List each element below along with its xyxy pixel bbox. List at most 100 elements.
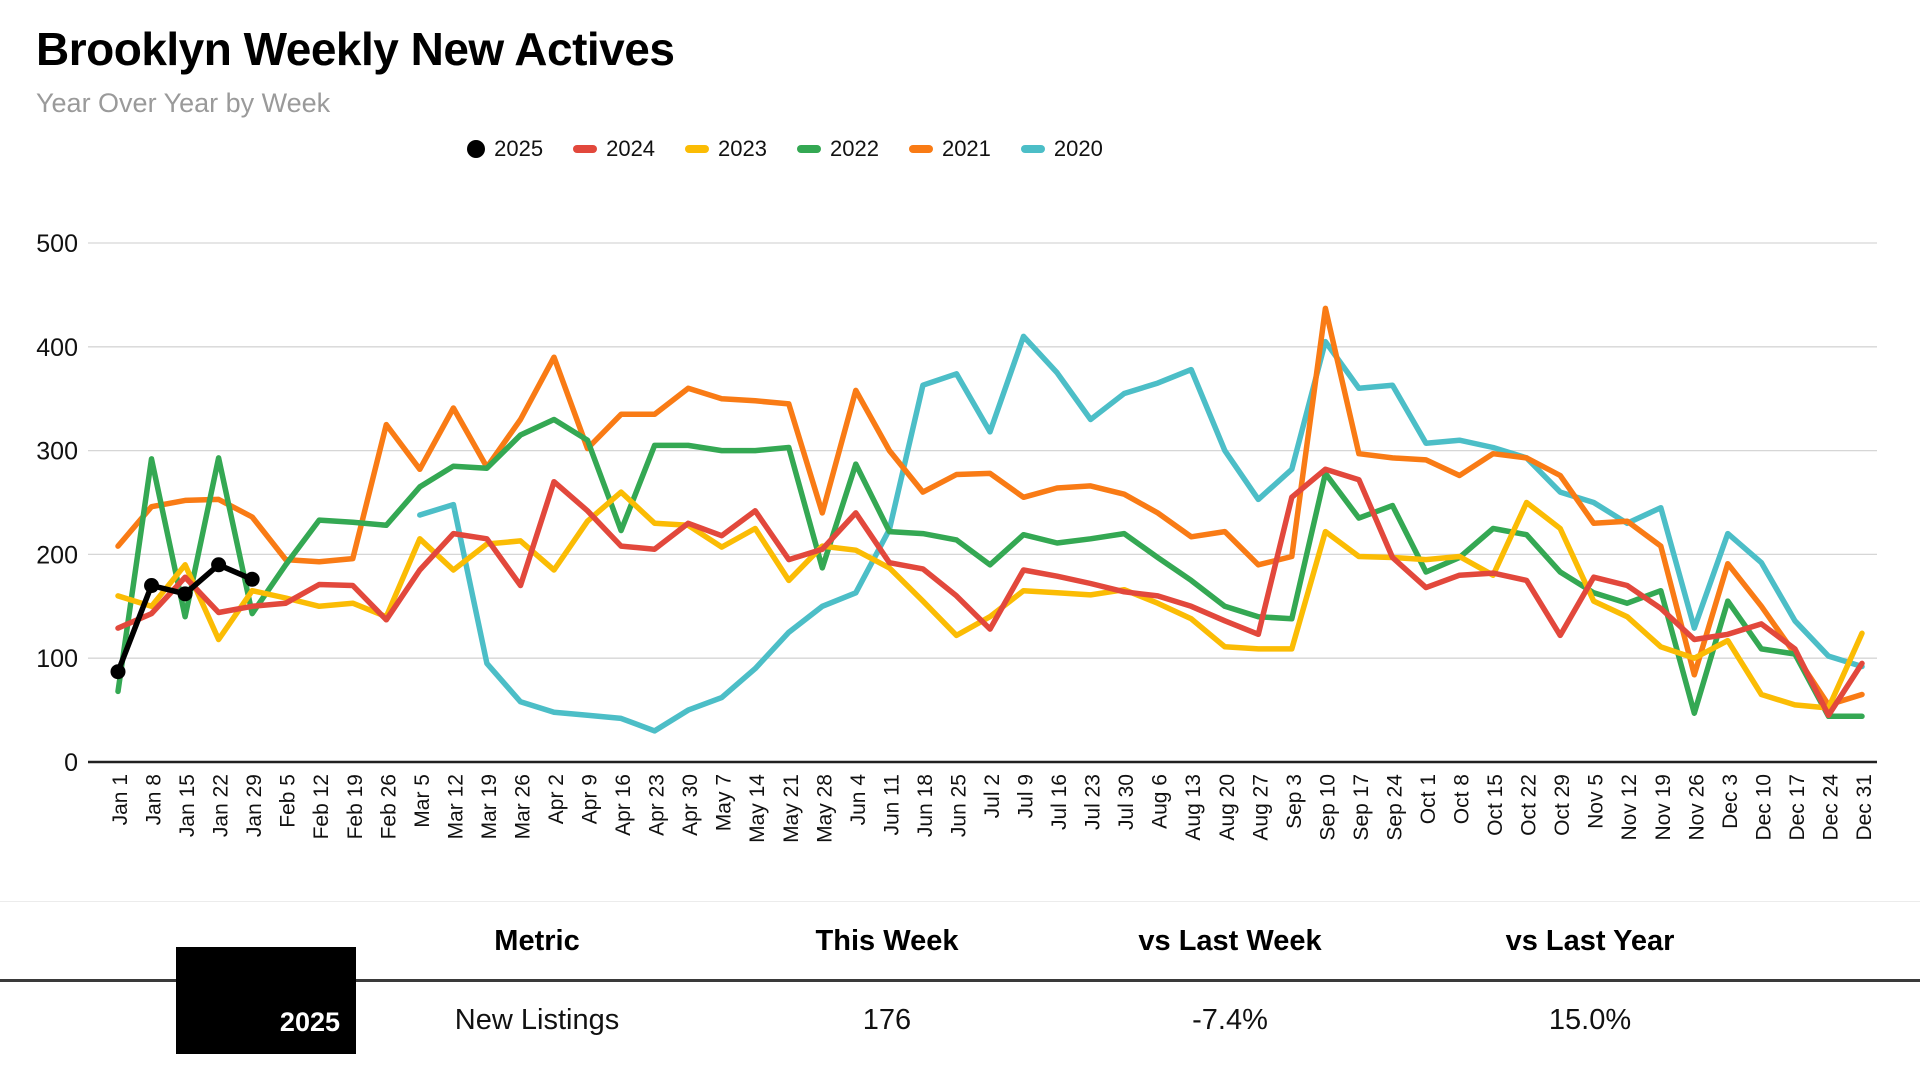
legend-label: 2021 (941, 136, 991, 161)
legend-dot-icon (467, 140, 486, 158)
series-2021-line (115, 305, 1865, 708)
x-axis-label: Dec 24 (1819, 774, 1842, 841)
series-2025-point (144, 578, 160, 594)
x-axis-label: Nov 12 (1618, 774, 1641, 841)
legend-dash-icon (908, 145, 933, 153)
legend-item-2025[interactable]: 2025 (467, 136, 543, 162)
x-axis-label: Dec 17 (1786, 774, 1809, 841)
legend-item-2020[interactable]: 2020 (1020, 136, 1103, 162)
legend-item-2023[interactable]: 2023 (685, 136, 767, 162)
x-axis-label: Jul 16 (1048, 774, 1071, 830)
x-axis-label: Dec 10 (1752, 774, 1775, 841)
y-axis-label-400: 400 (36, 334, 78, 362)
x-axis-label: Oct 29 (1551, 774, 1574, 836)
x-axis-label: Feb 12 (310, 774, 333, 839)
x-axis-label: Sep 10 (1316, 774, 1339, 841)
x-axis-label: Sep 24 (1383, 774, 1406, 841)
x-axis-label: Oct 22 (1518, 774, 1541, 836)
legend-label: 2020 (1053, 136, 1103, 161)
table-header-vs-last-week: vs Last Week (1138, 925, 1322, 957)
table-cell-vs-last-year: 15.0% (1548, 1004, 1632, 1036)
series-2024-line (115, 466, 1865, 719)
x-axis-label: Apr 30 (679, 774, 702, 836)
y-axis-label-0: 0 (64, 749, 78, 777)
x-axis-label: Jun 11 (880, 774, 903, 836)
x-axis-label: Nov 19 (1652, 774, 1675, 841)
table-header-metric: Metric (494, 925, 580, 957)
x-axis-label: Jul 9 (1015, 774, 1038, 818)
x-axis-label: Oct 8 (1451, 774, 1474, 824)
legend-item-2022[interactable]: 2022 (797, 136, 879, 162)
x-axis-label: Mar 26 (511, 774, 534, 839)
x-axis-label: Sep 3 (1283, 774, 1306, 829)
x-axis-label: Jan 1 (109, 774, 132, 825)
x-axis-label: Feb 19 (344, 774, 367, 839)
legend-label: 2023 (718, 136, 767, 161)
x-axis-label: May 28 (813, 774, 836, 843)
legend-label: 2025 (494, 136, 544, 161)
chart-title: Brooklyn Weekly New Actives (36, 23, 675, 75)
x-axis-label: Mar 12 (444, 774, 467, 839)
year-badge: 2025 (176, 947, 356, 1054)
legend-dash-icon (573, 145, 598, 153)
series-2023-line (115, 489, 1865, 711)
legend-label: 2024 (606, 136, 656, 161)
x-axis-label: Jan 29 (243, 774, 266, 837)
x-axis-label: Apr 23 (646, 774, 669, 836)
x-axis-label: Jul 2 (981, 774, 1004, 818)
legend-dash-icon (1020, 145, 1045, 153)
x-axis-label: Jul 23 (1082, 774, 1105, 830)
chart-svg: 0 100 200 300 400 500 Jan 1 Jan 8 Jan 15 Jan 22 Ja… (36, 230, 1877, 843)
table-header-vs-last-year: vs Last Year (1505, 925, 1675, 957)
x-axis-label: Sep 17 (1350, 774, 1373, 841)
x-axis-label: Mar 19 (478, 774, 501, 839)
x-axis-label: Jun 25 (947, 774, 970, 837)
x-axis-label: Apr 9 (579, 774, 602, 824)
x-axis-label: Apr 16 (612, 774, 635, 836)
y-axis-label-100: 100 (36, 645, 78, 673)
x-axis-label: Aug 27 (1249, 774, 1272, 841)
x-axis-label: Nov 5 (1585, 774, 1608, 829)
x-axis-label: May 21 (780, 774, 803, 843)
y-axis-label-200: 200 (36, 541, 78, 569)
table-cell-this-week: 176 (862, 1004, 912, 1036)
x-axis-label: May 14 (746, 774, 769, 843)
x-axis-label: Aug 6 (1149, 774, 1172, 829)
series-2025-point (177, 586, 193, 602)
table-cell-metric: New Listings (454, 1004, 620, 1036)
x-axis-label: Aug 13 (1182, 774, 1205, 841)
x-axis-label: Oct 15 (1484, 774, 1507, 836)
x-axis-label: May 7 (713, 774, 736, 831)
y-axis-label-300: 300 (36, 438, 78, 466)
x-axis-label: Nov 26 (1685, 774, 1708, 841)
chart-table-divider (0, 901, 1920, 902)
x-axis-label: Aug 20 (1216, 774, 1239, 841)
chart-subtitle: Year Over Year by Week (36, 88, 331, 118)
x-axis-label: Feb 5 (277, 774, 300, 828)
x-axis-label: Jan 15 (176, 774, 199, 837)
x-axis-label: Feb 26 (377, 774, 400, 839)
series-2025-point (211, 557, 227, 573)
x-axis-label: Jun 18 (914, 774, 937, 837)
series-2025-point (244, 571, 260, 587)
legend-dash-icon (797, 145, 821, 153)
x-axis-label: Mar 5 (411, 774, 434, 828)
table-header-rule (0, 979, 1920, 982)
y-axis-label-500: 500 (36, 230, 78, 258)
x-axis-label: Oct 1 (1417, 774, 1440, 824)
x-axis-label: Jan 22 (210, 774, 233, 837)
x-axis-label: Jan 8 (143, 774, 166, 825)
x-axis-label: Apr 2 (545, 774, 568, 824)
x-axis-label: Dec 3 (1719, 774, 1742, 829)
series-2022-line (115, 416, 1865, 720)
legend: 2025 2024 2023 2022 2021 2020 (0, 136, 1570, 162)
legend-item-2024[interactable]: 2024 (573, 136, 655, 162)
table-header-this-week: This Week (815, 925, 959, 957)
legend-dash-icon (685, 145, 710, 153)
x-axis-label: Dec 31 (1853, 774, 1876, 841)
year-badge-label: 2025 (279, 1007, 340, 1037)
legend-item-2021[interactable]: 2021 (908, 136, 991, 162)
legend-label: 2022 (830, 136, 879, 161)
series-2025-point (110, 664, 126, 680)
